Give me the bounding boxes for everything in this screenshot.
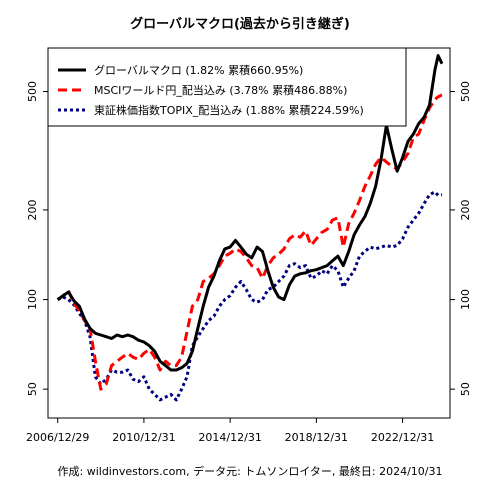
x-tick-label: 2006/12/29 — [26, 431, 89, 444]
series-line-1 — [56, 93, 443, 391]
y-tick-label-left: 100 — [26, 289, 39, 310]
y-tick-label-right: 500 — [459, 81, 472, 102]
y-tick-label-right: 50 — [459, 382, 472, 396]
y-tick-label-left: 200 — [26, 199, 39, 220]
y-tick-label-right: 200 — [459, 199, 472, 220]
legend-box — [47, 47, 407, 127]
x-tick-label: 2014/12/31 — [198, 431, 261, 444]
x-tick-label: 2022/12/31 — [371, 431, 434, 444]
legend-label-0: グローバルマクロ (1.82% 累積660.95%) — [94, 63, 303, 77]
legend: グローバルマクロ (1.82% 累積660.95%) MSCIワールド円_配当込み… — [47, 47, 407, 127]
y-tick-label-left: 500 — [26, 81, 39, 102]
series-line-0 — [56, 54, 444, 372]
y-tick-label-right: 100 — [459, 289, 472, 310]
x-tick-label: 2018/12/31 — [285, 431, 348, 444]
chart-title: グローバルマクロ(過去から引き継ぎ) — [130, 16, 350, 32]
y-tick-label-left: 50 — [26, 382, 39, 396]
legend-label-1: MSCIワールド円_配当込み (3.78% 累積486.88%) — [94, 83, 347, 97]
legend-label-2: 東証株価指数TOPIX_配当込み (1.88% 累積224.59%) — [94, 103, 364, 117]
series-line-2 — [57, 190, 443, 402]
footer-caption: 作成: wildinvestors.com, データ元: トムソンロイター, 最… — [58, 464, 443, 478]
x-tick-label: 2010/12/31 — [112, 431, 175, 444]
